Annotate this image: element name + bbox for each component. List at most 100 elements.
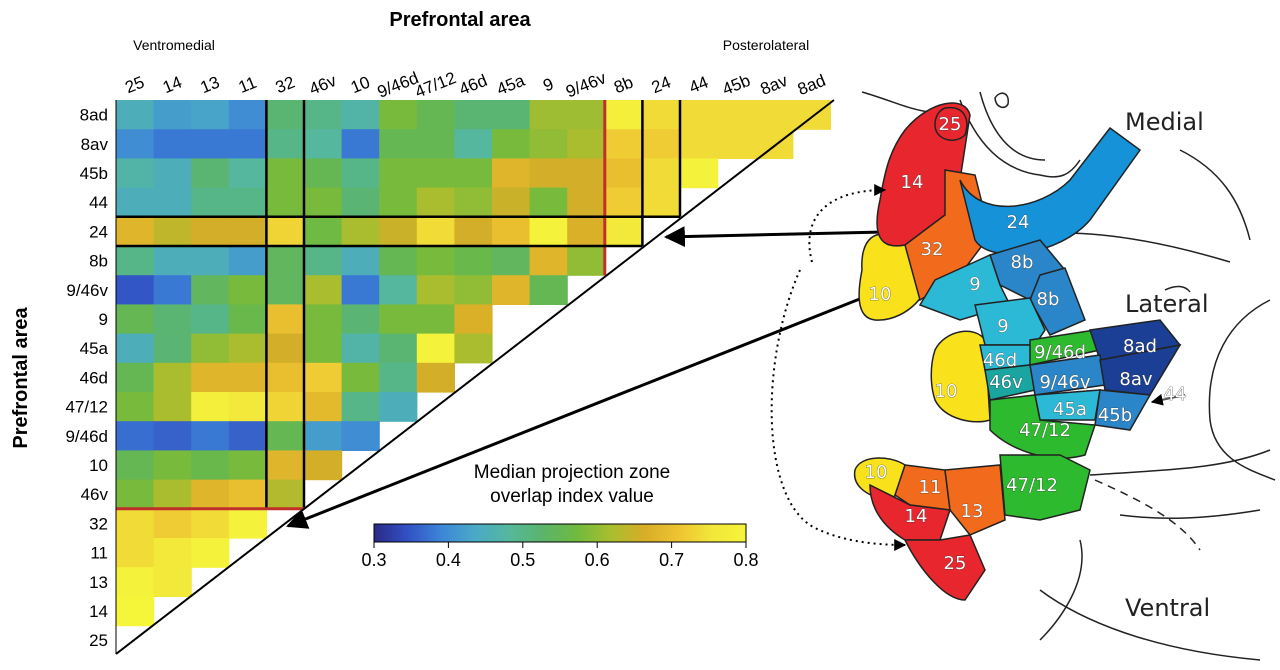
heatmap-cell-45b-46v	[304, 158, 343, 189]
column-label-47/12: 47/12	[412, 68, 459, 102]
heatmap-cell-8ad-44	[680, 100, 719, 130]
heatmap-cell-24-32	[266, 216, 305, 247]
row-label-9/46v: 9/46v	[66, 281, 108, 300]
heatmap-cell-45a-11	[228, 333, 267, 364]
heatmap-cell-8av-10	[341, 129, 380, 159]
colorbar-title-line1: Median projection zone	[474, 462, 670, 483]
heatmap-cell-9-13	[191, 304, 230, 335]
colorbar: Median projection zone overlap index val…	[361, 462, 758, 570]
heatmap-cell-8b-25	[116, 246, 155, 276]
heatmap-cell-9/46v-47/12	[416, 275, 455, 305]
heatmap-cell-8ad-46v	[304, 100, 343, 130]
heatmap-cell-9-10	[341, 304, 380, 335]
heatmap-cell-9/46d-46v	[304, 421, 343, 451]
heatmap-cell-8av-8b	[604, 129, 643, 159]
heatmap-cell-8ad-8ad	[792, 100, 831, 130]
heatmap-cell-24-46d	[454, 216, 493, 247]
heatmap-cell-8b-47/12	[416, 246, 455, 276]
brain-outline-hook	[1164, 285, 1191, 293]
heatmap-cell-8av-9/46d	[379, 129, 418, 159]
heatmap-cell-8b-10	[341, 246, 380, 276]
heatmap-cell-46d-9/46d	[379, 362, 418, 393]
column-label-8av: 8av	[758, 71, 791, 99]
region-label-ventral: Ventral	[1125, 594, 1210, 622]
column-label-13: 13	[198, 73, 223, 98]
brain-outline-dashed	[1094, 479, 1201, 551]
heatmap-cell-8ad-14	[153, 100, 192, 130]
area-label-47-12: 47/12	[1019, 420, 1071, 441]
heatmap-cell-9/46v-46v	[304, 275, 343, 305]
colorbar-tick-label: 0.7	[659, 550, 684, 570]
heatmap-cell-45a-25	[116, 333, 155, 364]
heatmap-cell-45b-25	[116, 158, 155, 189]
heatmap-cell-24-14	[153, 216, 192, 247]
heatmap-cell-32-11	[228, 508, 267, 539]
heatmap-cell-46d-13	[191, 362, 230, 393]
heatmap-cell-8av-9	[529, 129, 568, 159]
heatmap-cell-46d-14	[153, 362, 192, 393]
heatmap-cell-11-25	[116, 538, 155, 568]
heatmap-cell-8ad-8b	[604, 100, 643, 130]
heatmap-cell-45a-47/12	[416, 333, 455, 364]
area-label-9-46d: 9/46d	[1034, 342, 1086, 363]
heatmap-cell-44-9	[529, 187, 568, 218]
heatmap-cell-47/12-32	[266, 392, 305, 422]
heatmap-cell-45b-46d	[454, 158, 493, 189]
heatmap-cell-8av-32	[266, 129, 305, 159]
group-dividers	[116, 100, 682, 511]
brain-outline-ventral	[1119, 509, 1261, 520]
area-mid-blue-45b	[1094, 389, 1152, 431]
area-label-13: 13	[961, 501, 984, 522]
heatmap-cell-8av-14	[153, 129, 192, 159]
brain-outline-left	[1039, 539, 1083, 641]
area-red-25-ventral	[903, 534, 986, 601]
area-mid-blue-8b-lateral	[1029, 267, 1086, 336]
heatmap-cell-24-9/46d	[379, 216, 418, 247]
row-labels: 8ad 8av 45b 44 24 8b 9/46v 9 45a 46d 47/12 9/46d 10 4…	[65, 106, 108, 651]
heatmap-cell-45b-45a	[492, 158, 531, 189]
area-label-14: 14	[901, 172, 924, 193]
heatmap-cell-45a-9/46d	[379, 333, 418, 364]
area-label-45a: 45a	[1053, 399, 1087, 420]
heatmap-cell-46v-25	[116, 479, 155, 510]
heatmap-cell-8b-11	[228, 246, 267, 276]
heatmap-cell-46d-47/12	[416, 362, 455, 393]
heatmap-cell-8av-44	[680, 129, 719, 159]
heatmap-cell-24-9/46v	[567, 216, 606, 247]
heatmap-cell-10-46v	[304, 450, 343, 481]
heatmap-cell-47/12-9/46d	[379, 392, 418, 422]
heatmap-cell-8av-25	[116, 129, 155, 159]
heatmap-cell-24-46v	[304, 216, 343, 247]
heatmap-cell-8b-45a	[492, 246, 531, 276]
heatmap-cell-46d-46v	[304, 362, 343, 393]
heatmap-cell-8ad-47/12	[416, 100, 455, 130]
heatmap-cell-8av-9/46v	[567, 129, 606, 159]
row-label-44: 44	[89, 193, 108, 212]
heatmap-cell-9-9/46d	[379, 304, 418, 335]
region-label-medial: Medial	[1125, 108, 1204, 136]
heatmap-cell-44-9/46v	[567, 187, 606, 218]
area-label-25: 25	[939, 114, 962, 135]
arrow-44-pointer	[1150, 393, 1186, 406]
heatmap-cell-44-47/12	[416, 187, 455, 218]
heatmap-cell-24-9	[529, 216, 568, 247]
heatmap-cell-11-14	[153, 538, 192, 568]
heatmap-cell-9/46v-46d	[454, 275, 493, 305]
area-label-47-12: 47/12	[1006, 475, 1058, 496]
heatmap-cell-9-46d	[454, 304, 493, 335]
heatmap-cell-24-45a	[492, 216, 531, 247]
brain-outline-sulcus	[959, 99, 1081, 178]
colorbar-gradient	[373, 523, 747, 543]
heatmap-cell-47/12-10	[341, 392, 380, 422]
heatmap-cell-10-14	[153, 450, 192, 481]
heatmap-cell-44-8b	[604, 187, 643, 218]
heatmap-cell-9-14	[153, 304, 192, 335]
brain-outline-top	[861, 91, 931, 113]
heatmap-cell-24-8b	[604, 216, 643, 247]
heatmap-cell-45a-13	[191, 333, 230, 364]
area-label-8av: 8av	[1119, 369, 1152, 390]
row-label-13: 13	[89, 573, 108, 592]
area-label-46v: 46v	[989, 372, 1023, 393]
heatmap-cell-46d-25	[116, 362, 155, 393]
heatmap-cell-8b-14	[153, 246, 192, 276]
